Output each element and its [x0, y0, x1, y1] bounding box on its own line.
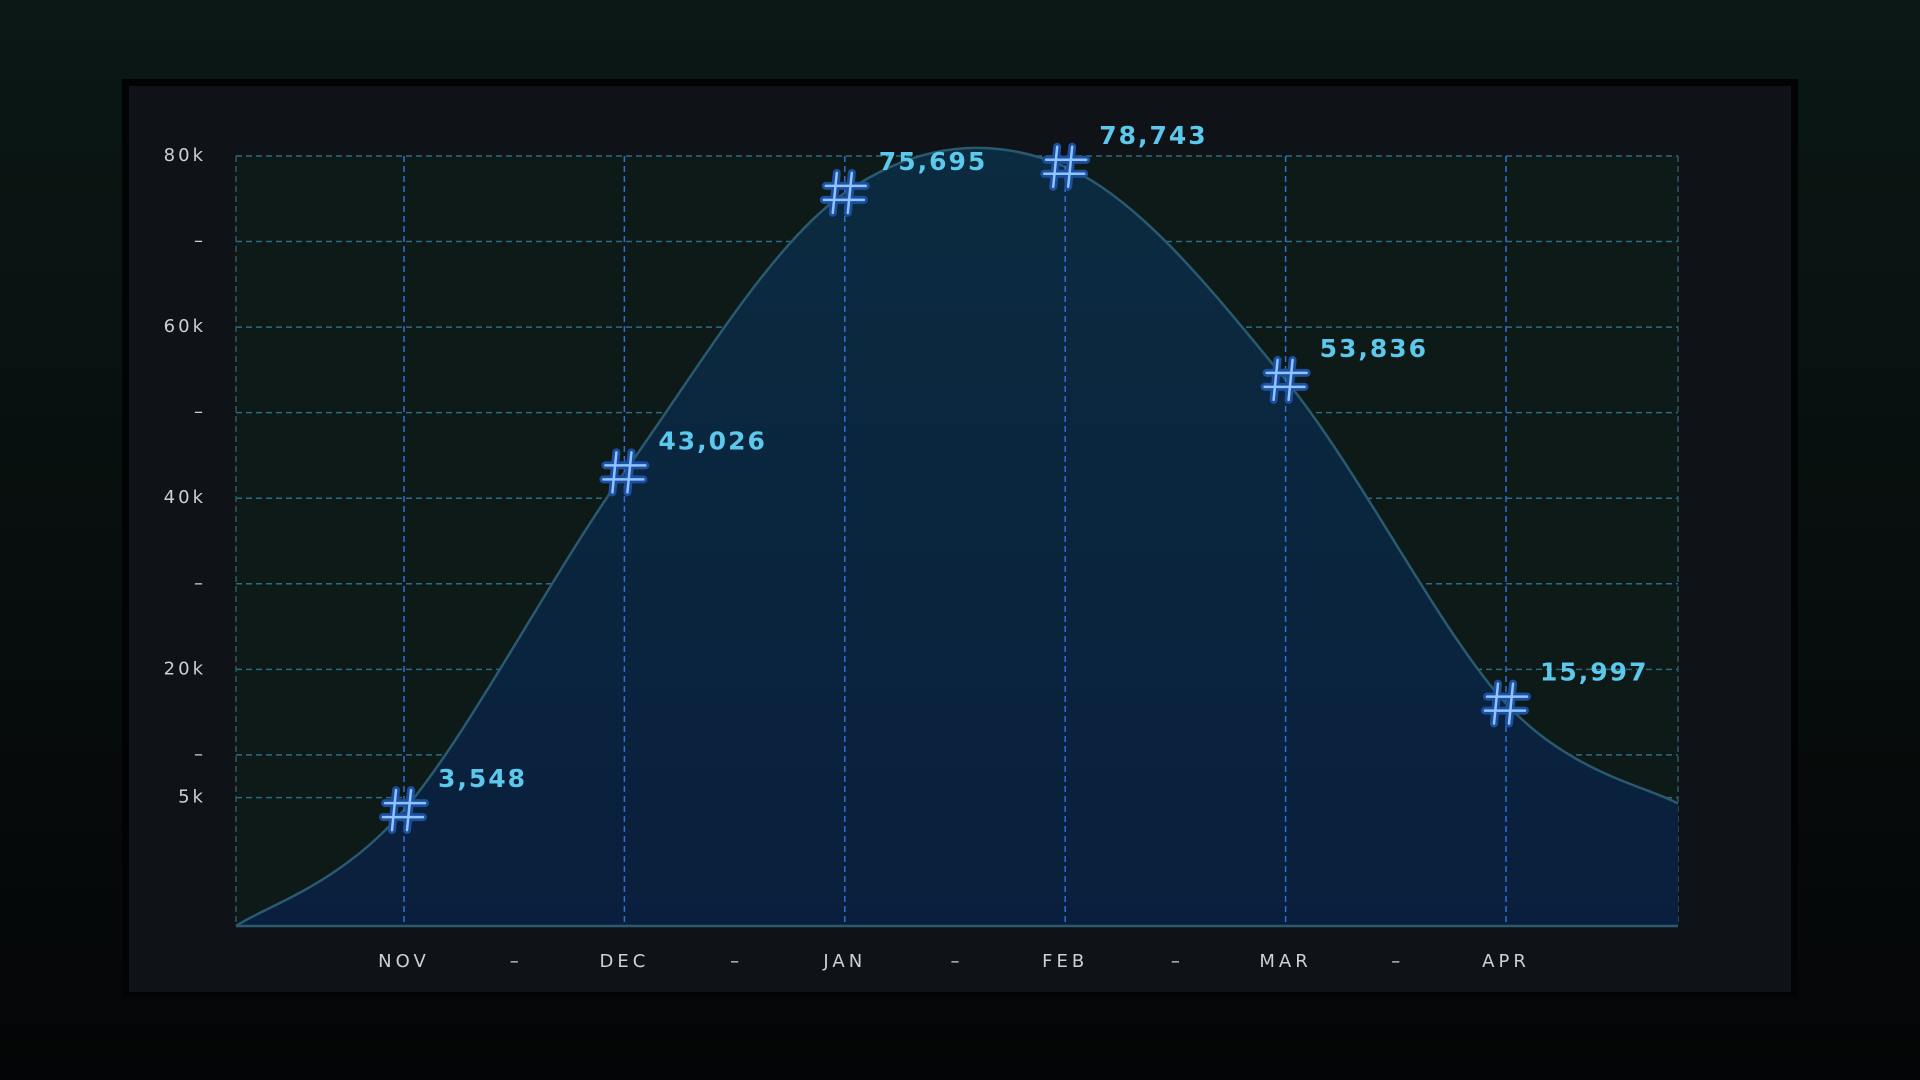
y-tick-label: – [194, 402, 206, 423]
hash-marker [1260, 355, 1311, 404]
area-fill [236, 147, 1678, 926]
y-tick-label: 60k [164, 316, 206, 337]
hash-line [602, 451, 647, 494]
hash-marker [599, 448, 650, 497]
x-tick-label: FEB [1042, 951, 1088, 972]
x-tick-label: DEC [599, 951, 649, 972]
y-tick-label: – [194, 231, 206, 252]
data-label: 43,026 [658, 426, 766, 455]
edge-tail [235, 809, 405, 928]
y-tick-label: 5k [178, 787, 206, 808]
hash-line [1263, 358, 1308, 402]
data-label: 3,548 [438, 764, 527, 793]
x-tick-label: JAN [822, 951, 866, 972]
area-line [403, 146, 1507, 811]
data-label: 15,997 [1540, 658, 1648, 687]
y-tick-label: – [194, 744, 206, 765]
y-tick-label: – [194, 573, 206, 594]
data-label: 53,836 [1320, 334, 1428, 363]
x-tick-label: NOV [378, 951, 430, 972]
x-separator: – [1171, 951, 1180, 972]
data-label: 75,695 [879, 147, 987, 176]
hash-marker [1040, 142, 1091, 191]
hash-marker [1481, 679, 1531, 728]
y-tick-label: 40k [164, 487, 206, 508]
x-tick-label: APR [1482, 951, 1530, 972]
hash-line [1483, 682, 1529, 725]
hash-line [381, 788, 427, 832]
data-label: 78,743 [1099, 121, 1207, 150]
hash-line [1042, 145, 1088, 189]
hash-line [822, 171, 868, 215]
hash-marker [379, 786, 429, 835]
x-separator: – [730, 951, 739, 972]
edge-tail [1505, 702, 1679, 805]
x-separator: – [1391, 951, 1400, 972]
hash-marker [819, 168, 870, 217]
y-tick-label: 80k [164, 145, 206, 166]
x-separator: – [510, 951, 519, 972]
y-tick-label: 20k [164, 658, 206, 679]
x-separator: – [951, 951, 960, 972]
x-tick-label: MAR [1259, 951, 1311, 972]
